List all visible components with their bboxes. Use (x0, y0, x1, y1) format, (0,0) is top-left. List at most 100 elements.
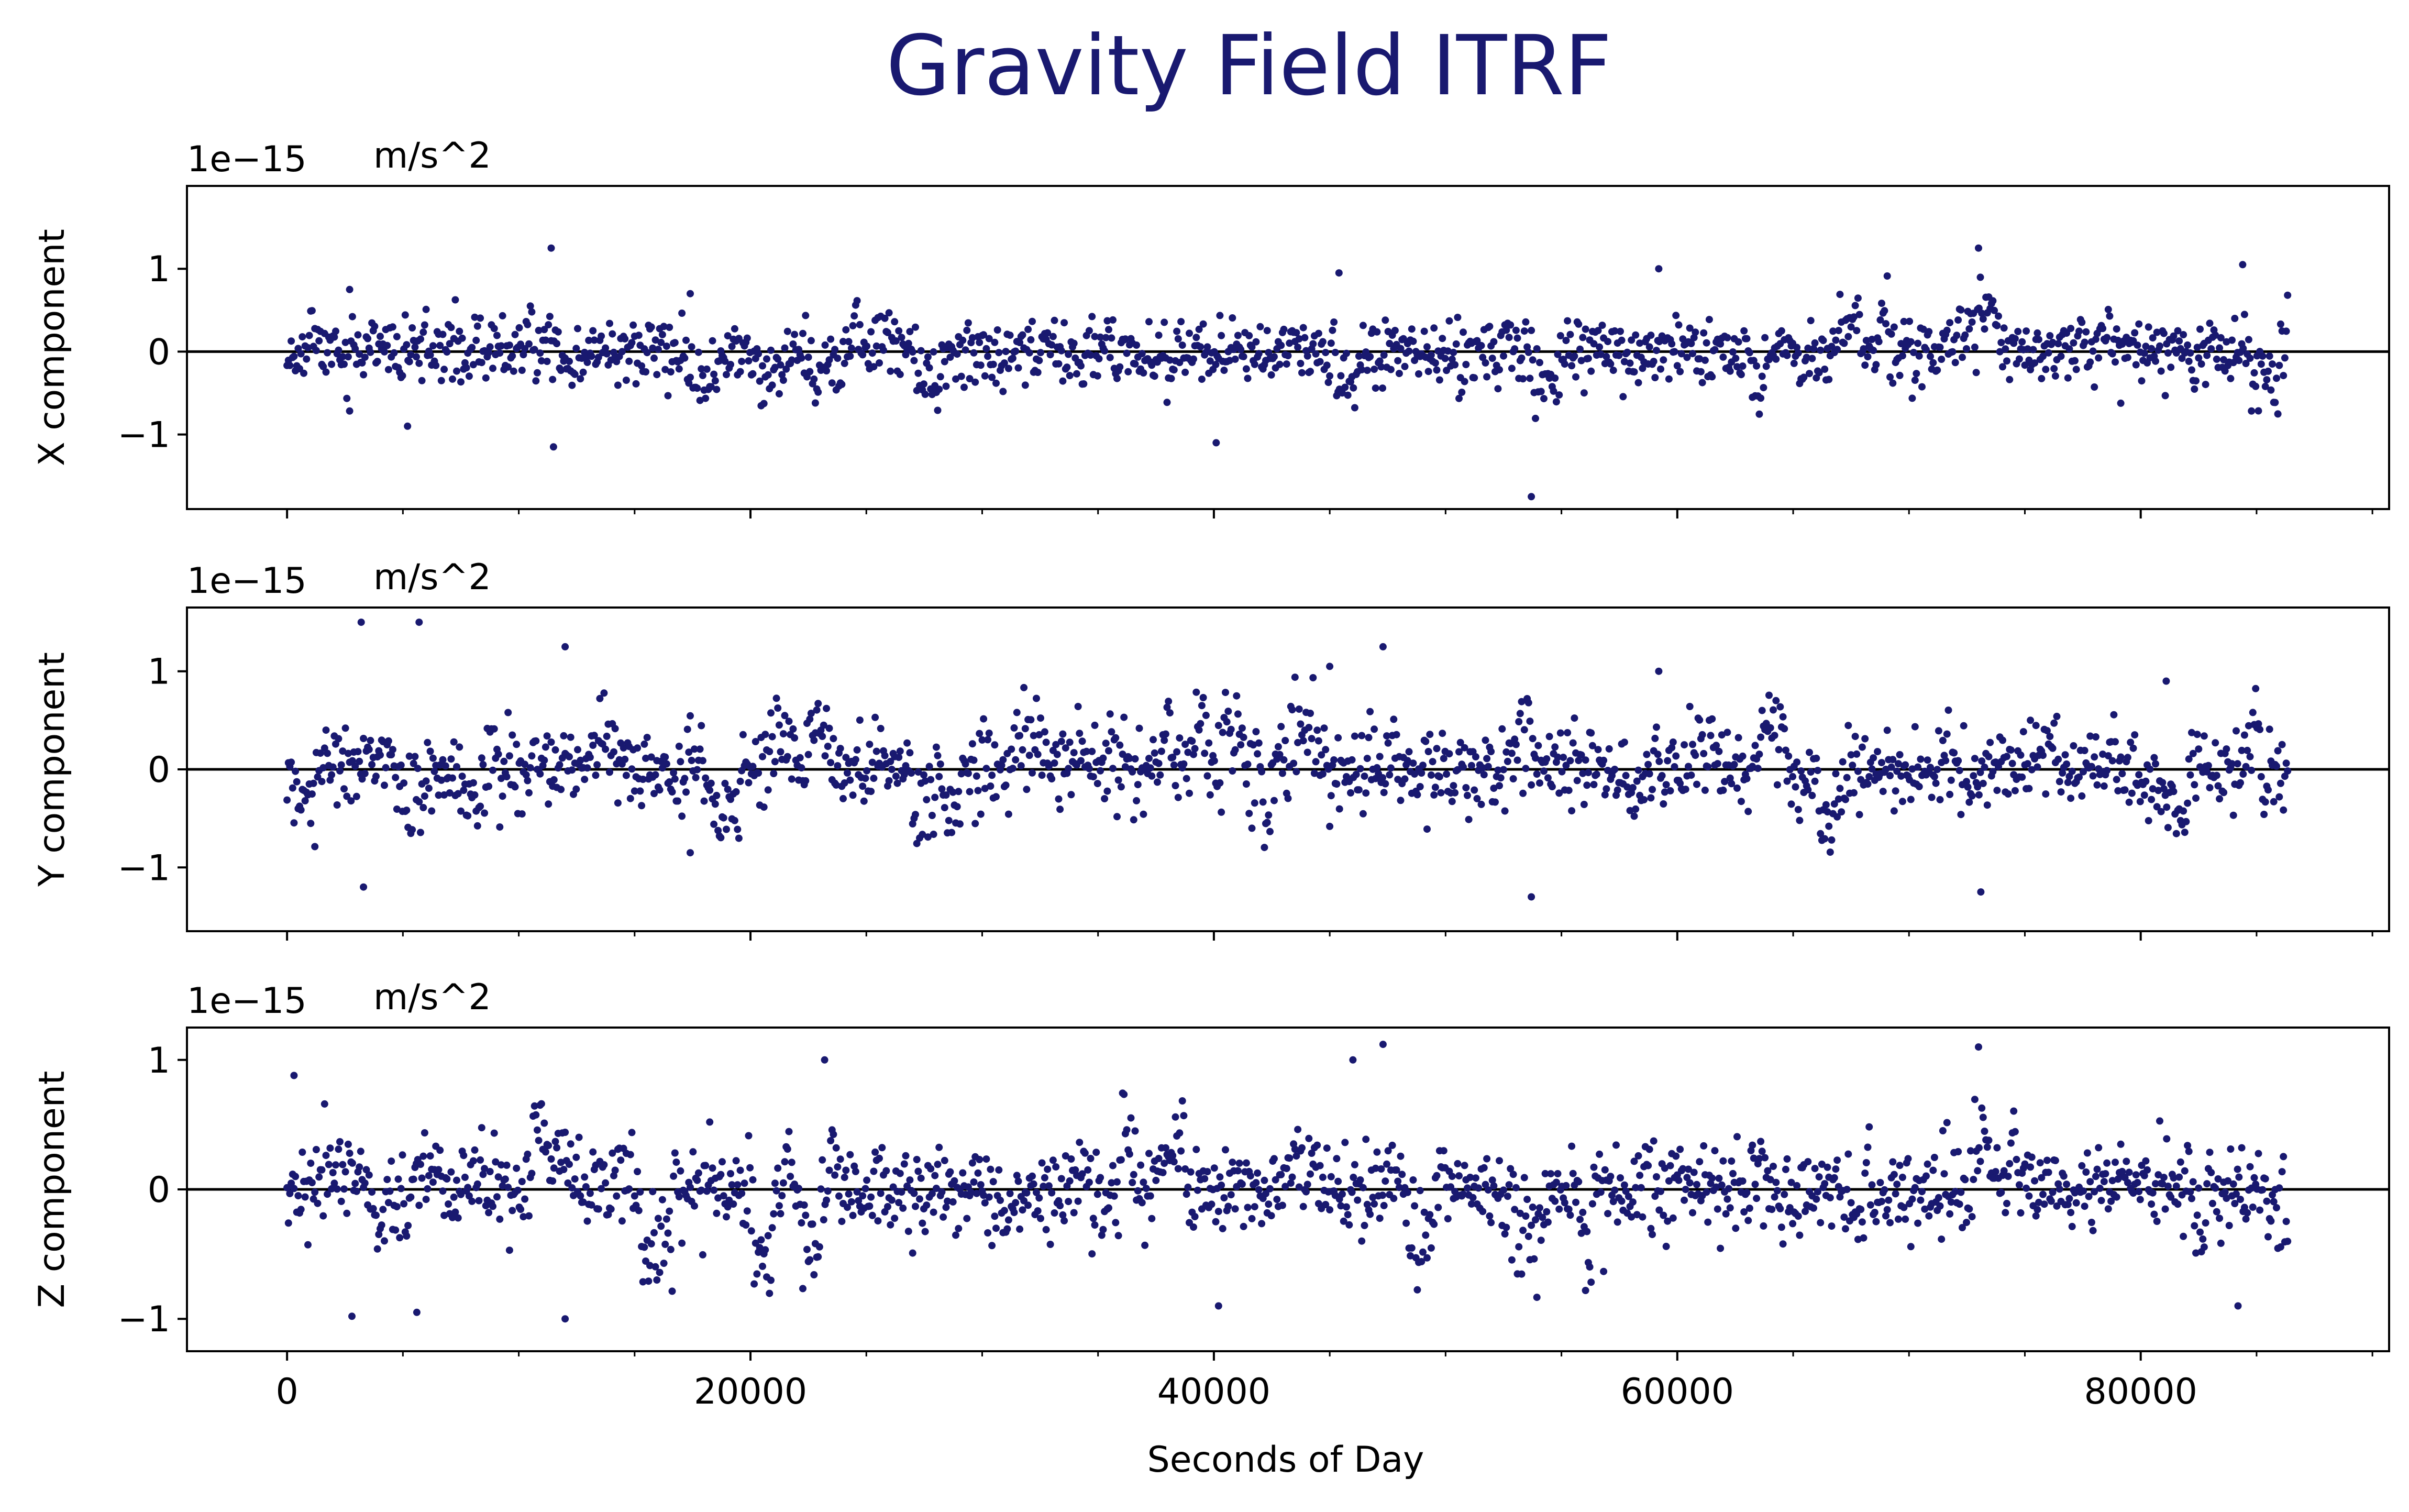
data-point (781, 1158, 789, 1166)
data-point (1192, 688, 1200, 696)
data-point (2035, 1198, 2042, 1206)
data-point (1698, 731, 1706, 738)
data-point (1198, 702, 1206, 710)
data-point (2132, 1171, 2140, 1179)
data-point (2064, 374, 2072, 382)
data-point (301, 797, 309, 804)
data-point (1875, 338, 1883, 346)
data-point (481, 809, 489, 817)
data-point (1868, 765, 1876, 773)
data-point (1074, 703, 1082, 710)
data-point (1307, 1170, 1314, 1178)
data-point (2162, 677, 2170, 685)
data-point (881, 752, 889, 759)
data-point (1267, 1212, 1275, 1220)
data-point (1865, 773, 1873, 780)
data-point (1326, 663, 1334, 670)
data-point (348, 757, 356, 765)
data-point (654, 346, 662, 354)
data-point (2240, 731, 2248, 739)
data-point (1042, 738, 1050, 746)
data-point (513, 1164, 521, 1172)
data-point (1751, 1180, 1759, 1188)
data-point (1016, 732, 1024, 740)
data-point (953, 803, 961, 811)
data-point (764, 1232, 772, 1240)
data-point (1505, 334, 1513, 341)
data-point (405, 358, 413, 366)
data-point (2045, 349, 2052, 357)
data-point (992, 1224, 1000, 1232)
data-point (1696, 1158, 1704, 1166)
data-point (2051, 1156, 2059, 1164)
data-point (1833, 346, 1841, 354)
data-point (1604, 338, 1612, 346)
data-point (1284, 794, 1292, 802)
data-point (2234, 1165, 2241, 1173)
data-point (1632, 331, 1640, 339)
x-component-axes-frame (186, 185, 2390, 510)
data-point (1802, 1208, 1809, 1216)
data-point (586, 1189, 594, 1197)
data-point (2080, 768, 2087, 776)
data-point (1303, 352, 1311, 360)
data-point (1194, 1186, 1201, 1194)
data-point (1416, 783, 1424, 790)
data-point (830, 1131, 837, 1138)
data-point (2207, 1168, 2215, 1176)
data-point (1431, 359, 1439, 367)
data-point (319, 1212, 327, 1220)
data-point (1352, 770, 1360, 778)
data-point (1402, 1219, 1410, 1227)
data-point (1676, 368, 1684, 376)
data-point (1220, 367, 1228, 374)
data-point (1552, 1178, 1560, 1186)
data-point (1577, 357, 1585, 365)
data-point (767, 1276, 775, 1284)
data-point (2170, 1174, 2178, 1182)
data-point (1947, 776, 1955, 784)
data-point (424, 738, 432, 746)
data-point (1898, 352, 1906, 360)
data-point (1839, 758, 1847, 766)
data-point (1672, 1152, 1680, 1160)
data-point (1460, 1190, 1467, 1198)
data-point (373, 1245, 381, 1253)
data-point (505, 1246, 513, 1254)
data-point (832, 781, 840, 789)
data-point (2039, 1190, 2047, 1198)
data-point (1307, 368, 1314, 376)
data-point (930, 1208, 937, 1216)
data-point (460, 787, 468, 794)
data-point (1120, 713, 1128, 721)
data-point (328, 1185, 336, 1193)
data-point (1634, 766, 1642, 774)
data-point (1532, 754, 1539, 762)
data-point (1881, 307, 1888, 315)
data-point (2003, 357, 2010, 365)
data-point (1030, 732, 1037, 740)
data-point (1571, 352, 1578, 360)
data-point (1059, 377, 1067, 385)
data-point (1626, 359, 1634, 367)
y-component-unit-text: m/s^2 (373, 557, 491, 598)
data-point (1862, 337, 1870, 345)
data-point (1815, 1173, 1823, 1181)
data-point (1486, 1212, 1494, 1220)
data-point (1800, 373, 1808, 381)
data-point (2131, 731, 2139, 739)
data-point (524, 1150, 532, 1158)
data-point (1084, 1166, 1092, 1174)
data-point (1914, 1219, 1922, 1227)
data-point (2104, 1205, 2112, 1213)
data-point (1632, 1184, 1640, 1191)
data-point (1576, 345, 1584, 353)
data-point (2042, 790, 2050, 798)
data-point (788, 356, 795, 364)
data-point (2249, 1204, 2257, 1211)
data-point (505, 752, 513, 760)
data-point (731, 325, 738, 333)
data-point (1556, 729, 1564, 737)
data-point (719, 1158, 726, 1166)
data-point (2124, 354, 2131, 361)
